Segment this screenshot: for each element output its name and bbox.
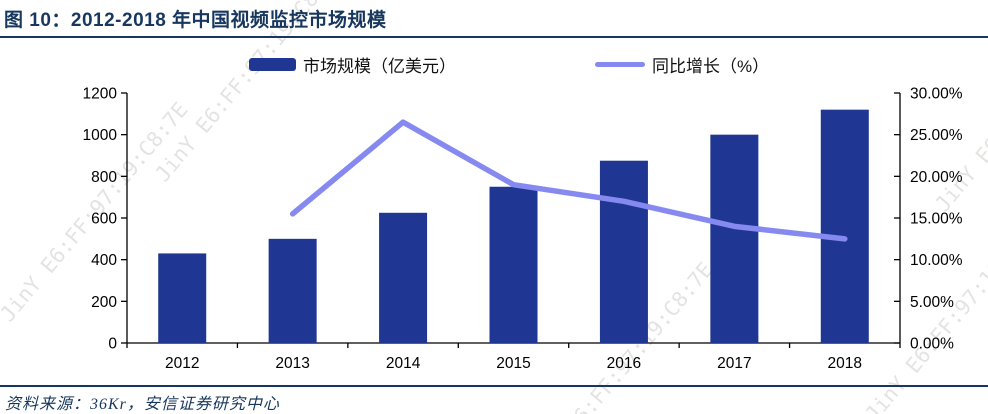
y-right-tick-label: 20.00% <box>910 169 963 186</box>
x-tick-label: 2014 <box>386 355 421 372</box>
yoy-growth-line <box>289 119 848 242</box>
y-right-tick-label: 30.00% <box>910 86 963 103</box>
legend-bar-label: 市场规模（亿美元） <box>303 56 456 76</box>
y-left-tick-label: 600 <box>91 211 117 228</box>
legend-line-label: 同比增长（%） <box>652 56 770 76</box>
page-title: 图 10：2012-2018 年中国视频监控市场规模 <box>4 10 387 31</box>
bar-2012 <box>158 253 207 343</box>
x-tick-label: 2013 <box>275 355 309 372</box>
y-left-tick-label: 400 <box>91 252 117 269</box>
x-tick-label: 2017 <box>717 355 751 372</box>
y-right-tick-label: 25.00% <box>910 127 963 144</box>
legend-item-yoy-growth: 同比增长（%） <box>595 52 769 76</box>
x-tick-label: 2018 <box>828 355 862 372</box>
bar-2015 <box>489 186 538 343</box>
x-tick-label: 2012 <box>165 355 199 372</box>
y-left-tick-label: 800 <box>91 169 117 186</box>
y-left-tick-label: 0 <box>108 336 117 353</box>
bar-2014 <box>379 212 428 343</box>
footer-divider <box>0 385 988 387</box>
x-tick-label: 2016 <box>607 355 641 372</box>
legend-item-market-size: 市场规模（亿美元） <box>249 52 456 76</box>
bar-2018 <box>820 109 869 344</box>
y-left-tick-label: 1200 <box>83 86 118 103</box>
legend-bar-swatch <box>249 57 296 71</box>
y-right-tick-label: 5.00% <box>910 294 954 311</box>
y-left-tick-label: 1000 <box>83 127 118 144</box>
bar-2016 <box>599 160 648 343</box>
title-bar: 图 10：2012-2018 年中国视频监控市场规模 <box>0 0 988 38</box>
x-tick-label: 2015 <box>496 355 530 372</box>
y-right-tick-label: 10.00% <box>910 252 963 269</box>
y-right-tick-label: 15.00% <box>910 211 963 228</box>
source-note: 资料来源：36Kr，安信证券研究中心 <box>5 396 280 413</box>
legend-line-swatch <box>595 61 645 67</box>
bar-2013 <box>268 238 317 343</box>
bar-2017 <box>710 134 759 343</box>
y-left-tick-label: 200 <box>91 294 117 311</box>
y-right-tick-label: 0.00% <box>910 336 954 353</box>
